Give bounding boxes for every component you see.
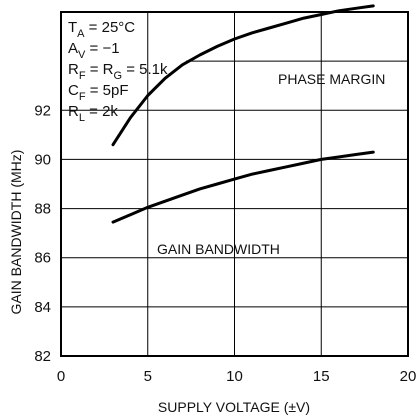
series-layer: [111, 4, 375, 224]
y-tick-label: 88: [34, 201, 51, 218]
y-tick-label: 92: [34, 102, 51, 119]
condition-line: TA = 25°C: [68, 19, 135, 40]
condition-line: CF = 5pF: [68, 82, 129, 103]
condition-line: RF = RG = 5.1k: [68, 61, 168, 82]
gain-bandwidth-label: GAIN BANDWIDTH: [157, 241, 280, 257]
x-tick-label: 5: [144, 368, 152, 385]
tick-labels: 0 5 10 15 20 82 84 86 88 90 92: [34, 102, 416, 385]
y-tick-label: 82: [34, 348, 51, 365]
y-tick-label: 90: [34, 151, 51, 168]
x-axis-label: SUPPLY VOLTAGE (±V): [158, 399, 310, 415]
phase-margin-label: PHASE MARGIN: [278, 71, 385, 87]
condition-line: AV = −1: [68, 40, 120, 61]
x-tick-label: 20: [400, 368, 417, 385]
x-tick-label: 0: [57, 368, 65, 385]
y-tick-label: 84: [34, 299, 51, 316]
grid-lines: [61, 11, 408, 356]
y-tick-label: 86: [34, 250, 51, 267]
y-axis-label: GAIN BANDWIDTH (MHz): [8, 150, 24, 315]
gain-bandwidth-curve: [111, 150, 375, 224]
x-tick-label: 15: [313, 368, 330, 385]
phase-margin-curve: [111, 4, 375, 147]
condition-line: RL = 2k: [68, 103, 118, 124]
x-tick-label: 10: [226, 368, 243, 385]
